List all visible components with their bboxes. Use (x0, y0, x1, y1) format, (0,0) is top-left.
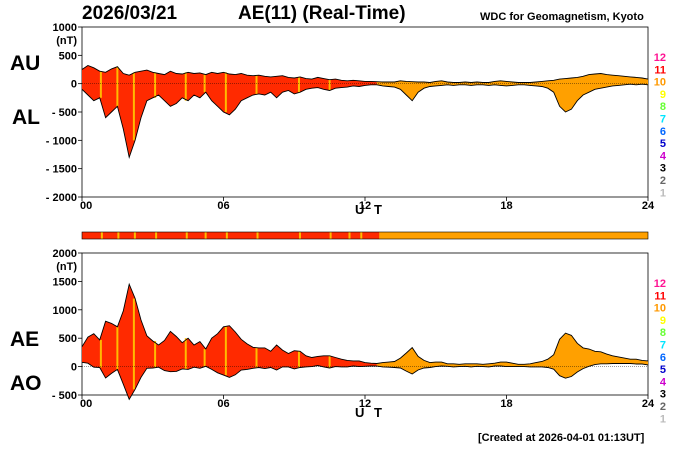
station-bar-stripe (133, 232, 136, 239)
x-tick-label: 12 (359, 200, 371, 212)
legend-entry-5: 5 (660, 138, 666, 150)
station-bar-stripe (185, 232, 188, 239)
legend-entry-9: 9 (660, 315, 666, 327)
station-bar-frame (81, 231, 649, 240)
band-fill-orange (376, 73, 648, 112)
series-line-ao (81, 361, 649, 401)
x-tick-label: 18 (500, 398, 512, 410)
y-tick-label: 1000 (53, 22, 77, 34)
y-tick-label: 2000 (53, 248, 77, 260)
legend-entry-8: 8 (660, 101, 666, 113)
label-au: AU (10, 52, 41, 75)
legend-entry-1: 1 (660, 187, 666, 199)
y-tick-label: 1000 (53, 305, 77, 317)
y-unit-label: (nT) (56, 35, 77, 47)
legend-entry-12: 12 (654, 52, 666, 64)
station-bar-stripe (360, 232, 363, 239)
x-tick-label: 06 (217, 200, 229, 212)
panel-au-al: 1000 500 0 - 500 - 1000 - 1500 - 2000 (nT) 00 06 1… (46, 22, 667, 217)
station-bar-stripe (298, 232, 301, 239)
station-bar-stripe (204, 232, 207, 239)
x-tick-label: 18 (500, 200, 512, 212)
legend-entry-11: 11 (654, 290, 666, 302)
plot-frame (81, 26, 649, 198)
legend-entry-6: 6 (660, 126, 666, 138)
station-bar-stripe (100, 232, 103, 239)
x-tick-label: 12 (359, 398, 371, 410)
legend-entry-12: 12 (654, 278, 666, 290)
legend-entry-7: 7 (660, 114, 666, 126)
x-tick-label: 24 (642, 398, 655, 410)
x-axis-label: U T (355, 202, 385, 217)
legend-entry-9: 9 (660, 89, 666, 101)
chart-date: 2026/03/21 (82, 3, 178, 24)
band-fill-orange (376, 333, 648, 379)
series-line-al (81, 83, 649, 159)
legend-entry-4: 4 (660, 150, 667, 162)
y-tick-label: 0 (71, 362, 77, 374)
legend-entry-1: 1 (660, 413, 666, 425)
data-source: WDC for Geomagnetism, Kyoto (480, 11, 644, 23)
chart-title: AE(11) (Real-Time) (238, 3, 406, 24)
band-fill-red (82, 284, 377, 400)
station-bar-stripe (155, 232, 158, 239)
y-unit-label: (nT) (56, 261, 77, 273)
legend-entry-2: 2 (660, 401, 666, 413)
station-bar-stripe (348, 232, 351, 239)
label-ae: AE (10, 328, 40, 351)
x-tick-label: 24 (642, 200, 655, 212)
station-bar-stripe (256, 232, 259, 239)
y-tick-label: - 1000 (46, 135, 77, 147)
station-bar-stripe (329, 232, 332, 239)
legend-entry-10: 10 (654, 77, 666, 89)
station-bar-red (82, 232, 380, 239)
legend-entry-5: 5 (660, 364, 666, 376)
label-ao: AO (10, 372, 42, 395)
created-timestamp: [Created at 2026-04-01 01:13UT] (478, 432, 645, 444)
station-bar-stripe (117, 232, 120, 239)
y-tick-label: 500 (59, 50, 77, 62)
legend-entry-6: 6 (660, 352, 666, 364)
legend-entry-11: 11 (654, 64, 666, 76)
x-axis-label: U T (355, 405, 385, 420)
legend-entry-3: 3 (660, 163, 666, 175)
x-tick-label: 06 (217, 398, 229, 410)
series-line-au (81, 64, 649, 83)
y-tick-label: - 500 (52, 107, 77, 119)
y-tick-label: - 500 (52, 390, 77, 402)
legend-entry-3: 3 (660, 389, 666, 401)
x-tick-label: 00 (80, 398, 92, 410)
legend-entry-7: 7 (660, 340, 666, 352)
y-tick-label: 0 (71, 79, 77, 91)
label-al: AL (12, 106, 40, 129)
y-tick-label: 1500 (53, 276, 77, 288)
x-tick-label: 00 (80, 200, 92, 212)
legend-entry-8: 8 (660, 327, 666, 339)
y-tick-label: 500 (59, 333, 77, 345)
legend-entry-10: 10 (654, 303, 666, 315)
legend-entry-2: 2 (660, 175, 666, 187)
y-tick-label: - 1500 (46, 164, 77, 176)
legend-entry-4: 4 (660, 376, 667, 388)
y-tick-label: - 2000 (46, 192, 77, 204)
station-bar-stripe (225, 232, 228, 239)
series-line-ae (81, 282, 649, 365)
